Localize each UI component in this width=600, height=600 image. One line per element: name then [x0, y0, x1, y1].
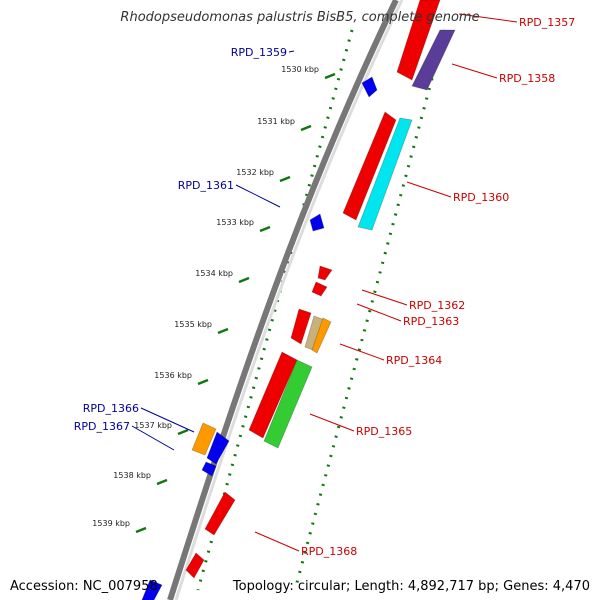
kbp-tick-label: 1531 kbp — [257, 117, 295, 126]
gene-label: RPD_1358 — [499, 72, 555, 85]
kbp-tick-mark — [156, 478, 168, 486]
callout-leader-line — [356, 303, 402, 322]
kbp-tick-mark — [135, 526, 147, 534]
gene-rpd-1369 — [141, 579, 163, 600]
genome-summary: Topology: circular; Length: 4,892,717 bp… — [232, 579, 590, 594]
gene-label: RPD_1364 — [386, 354, 442, 367]
kbp-tick-label: 1530 kbp — [281, 65, 319, 74]
kbp-tick-mark — [300, 124, 312, 132]
gene-label: RPD_1365 — [356, 425, 412, 438]
gene-rpd-1366 — [191, 422, 217, 456]
callout-leader-line — [140, 407, 195, 433]
gene-label: RPD_1357 — [519, 16, 575, 29]
kbp-tick-mark — [279, 175, 291, 183]
gene-label: RPD_1362 — [409, 299, 465, 312]
callout-leader-line — [309, 413, 355, 432]
gene-rpd-1358 — [411, 29, 456, 91]
callout-leader-line — [131, 425, 175, 451]
gene-rpd-1365a — [248, 351, 298, 439]
kbp-tick-mark — [197, 378, 209, 386]
kbp-tick-label: 1536 kbp — [154, 371, 192, 380]
gene-label: RPD_1361 — [178, 179, 234, 192]
kbp-tick-mark — [324, 72, 336, 80]
gene-rpd-1364a — [290, 308, 312, 345]
gene-rpd-1365 — [263, 359, 313, 449]
kbp-tick-label: 1534 kbp — [195, 269, 233, 278]
callout-leader-line — [235, 184, 281, 208]
kbp-tick-mark — [177, 428, 189, 436]
gene-rpd-1364 — [311, 317, 332, 354]
gene-rpd-1363 — [311, 281, 328, 297]
kbp-tick-label: 1539 kbp — [92, 519, 130, 528]
gene-label: RPD_1359 — [231, 46, 287, 59]
accession-label: Accession: NC_007958 — [10, 579, 158, 594]
callout-leader-line — [458, 13, 518, 23]
kbp-tick-mark — [217, 327, 229, 335]
gene-rpd-1360b — [357, 117, 413, 231]
kbp-tick-label: 1537 kbp — [134, 421, 172, 430]
kbp-tick-label: 1532 kbp — [236, 168, 274, 177]
gene-callouts: RPD_1357 RPD_1358 RPD_1359 RPD_1360 RPD_1361… — [74, 13, 575, 558]
genome-backbone — [167, 0, 399, 600]
gene-label: RPD_1360 — [453, 191, 509, 204]
gene-rpd-1357 — [396, 0, 441, 81]
gene-rpd-1359 — [361, 76, 378, 98]
gene-label: RPD_1366 — [83, 402, 139, 415]
gene-label: RPD_1367 — [74, 420, 130, 433]
forward-tick-ring — [196, 29, 354, 591]
gene-rpd-1367b — [201, 461, 217, 477]
callout-leader-line — [288, 50, 295, 53]
gene-rpd-1368a — [204, 491, 236, 536]
gene-rpd-1367 — [206, 431, 230, 465]
genome-title: Rhodopseudomonas palustris BisB5, comple… — [120, 10, 480, 25]
callout-leader-line — [361, 289, 408, 306]
backbone-layer — [167, 0, 447, 600]
kbp-tick-label: 1535 kbp — [174, 320, 212, 329]
gene-rpd-1362 — [317, 265, 333, 281]
callout-leader-line — [406, 181, 452, 198]
callout-leader-line — [254, 531, 300, 552]
gene-rpd-1368 — [185, 552, 205, 579]
kbp-tick-mark — [259, 225, 271, 233]
gene-rpd-1360 — [342, 111, 397, 221]
kbp-ticks: 1530 kbp 1531 kbp 1532 kbp 1533 kbp 1534 kbp… — [92, 65, 336, 534]
callout-leader-line — [339, 343, 385, 361]
gene-label: RPD_1363 — [403, 315, 459, 328]
callout-leader-line — [451, 63, 498, 79]
gene-rpd-1361 — [309, 213, 325, 232]
kbp-tick-label: 1538 kbp — [113, 471, 151, 480]
gene-features — [141, 0, 456, 600]
kbp-tick-label: 1533 kbp — [216, 218, 254, 227]
gene-label: RPD_1368 — [301, 545, 357, 558]
kbp-tick-mark — [238, 276, 250, 284]
